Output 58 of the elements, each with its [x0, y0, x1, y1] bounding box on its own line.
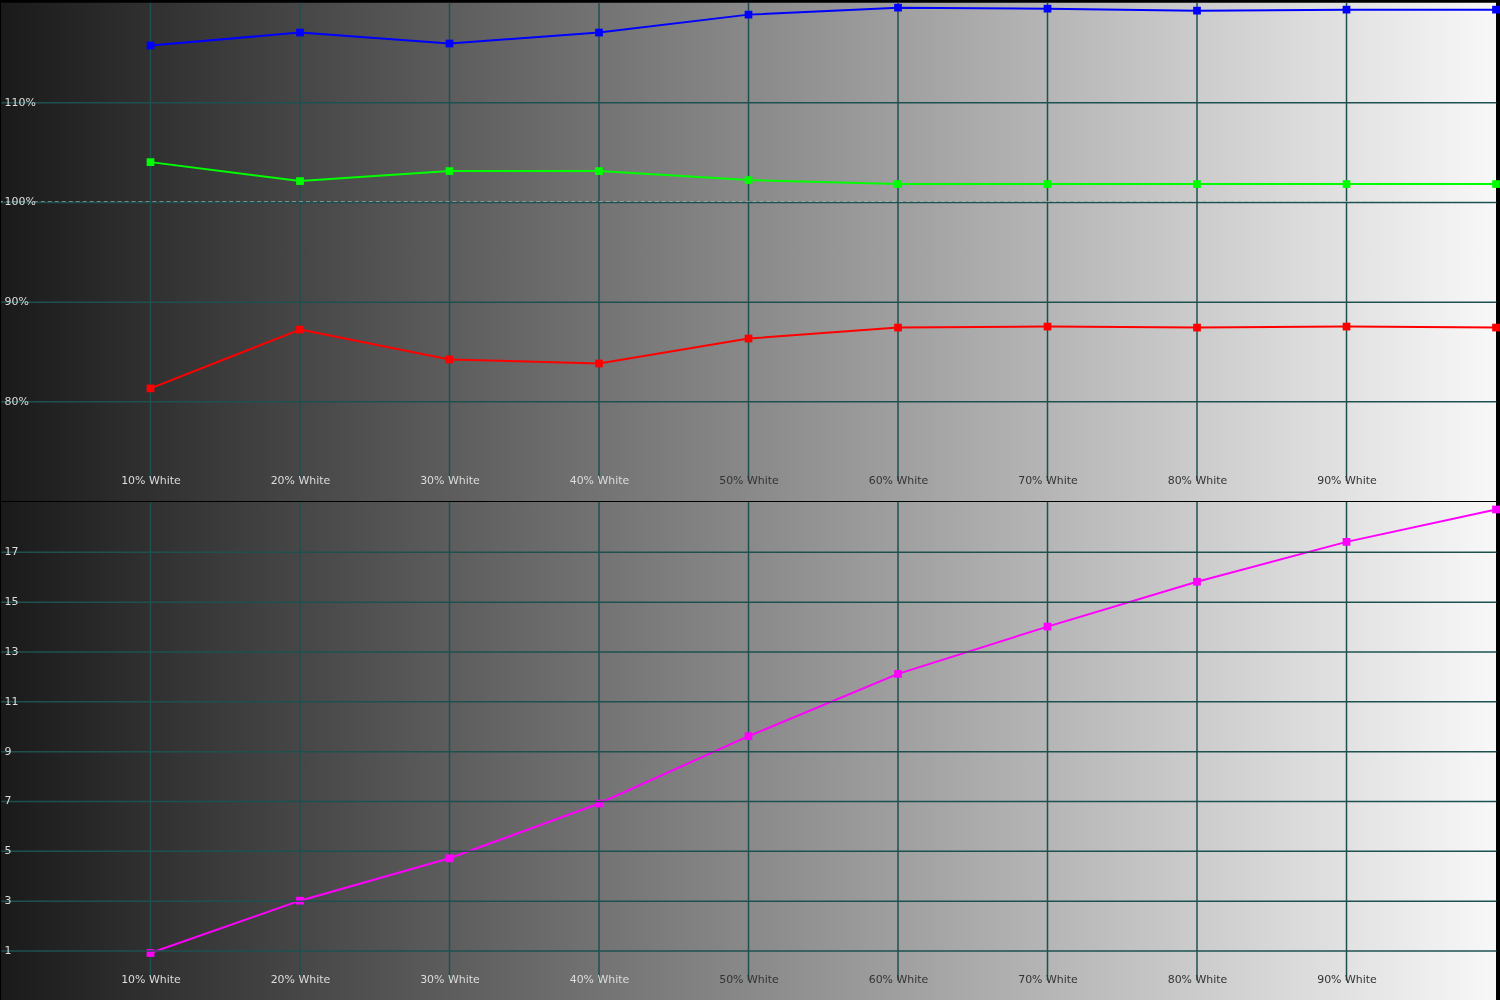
y-tick-label: 13	[4, 644, 19, 658]
point	[1193, 6, 1201, 15]
x-tick-label: 80% White	[1167, 473, 1228, 487]
x-tick-label: 60% White	[868, 473, 929, 487]
point	[1043, 4, 1052, 13]
point	[744, 732, 753, 741]
x-tick-label: 40% White	[569, 972, 630, 986]
point	[1043, 180, 1052, 188]
y-tick-label: 80%	[4, 394, 29, 408]
x-tick-label: 70% White	[1018, 972, 1079, 986]
y-tick-label: 110%	[4, 95, 36, 109]
y-tick-label: 15	[4, 595, 19, 609]
point	[894, 670, 902, 678]
x-tick-label: 10% White	[121, 473, 182, 487]
y-tick-label: 17	[4, 545, 19, 559]
y-tick-label: 9	[4, 744, 12, 758]
point	[1193, 577, 1201, 586]
x-tick-label: 80% White	[1167, 972, 1228, 986]
y-tick-label: 11	[4, 694, 19, 708]
point	[1492, 505, 1500, 514]
y-tick-label: 1	[4, 943, 12, 957]
x-tick-label: 30% White	[420, 972, 481, 986]
point	[744, 176, 753, 184]
point	[445, 167, 454, 175]
point	[296, 177, 304, 185]
point	[894, 3, 902, 12]
point	[894, 323, 902, 332]
point	[1193, 323, 1201, 332]
point	[146, 158, 155, 166]
point	[296, 325, 304, 334]
point	[1492, 5, 1500, 14]
x-tick-label: 50% White	[719, 972, 780, 986]
y-tick-label: 5	[4, 844, 12, 858]
y-tick-label: 3	[4, 894, 12, 908]
point	[1342, 180, 1351, 188]
x-tick-label: 50% White	[719, 473, 780, 487]
x-tick-label: 20% White	[270, 473, 331, 487]
point	[595, 359, 603, 368]
x-tick-label: 60% White	[868, 972, 929, 986]
point	[595, 28, 603, 37]
x-tick-label: 20% White	[270, 972, 331, 986]
point	[445, 854, 454, 863]
point	[296, 28, 304, 37]
x-tick-label: 90% White	[1317, 972, 1378, 986]
point	[1492, 180, 1500, 188]
y-tick-label: 7	[4, 794, 12, 808]
y-tick-label: 90%	[4, 295, 29, 309]
x-tick-label: 10% White	[121, 972, 182, 986]
point	[595, 167, 603, 175]
point	[894, 180, 902, 188]
x-tick-label: 70% White	[1018, 473, 1079, 487]
x-tick-label: 30% White	[420, 473, 481, 487]
x-tick-label: 40% White	[569, 473, 630, 487]
point	[1193, 180, 1201, 188]
point	[1342, 538, 1351, 546]
point	[1492, 323, 1500, 332]
y-tick-label: 100%	[4, 195, 36, 209]
x-tick-label: 90% White	[1317, 473, 1378, 487]
